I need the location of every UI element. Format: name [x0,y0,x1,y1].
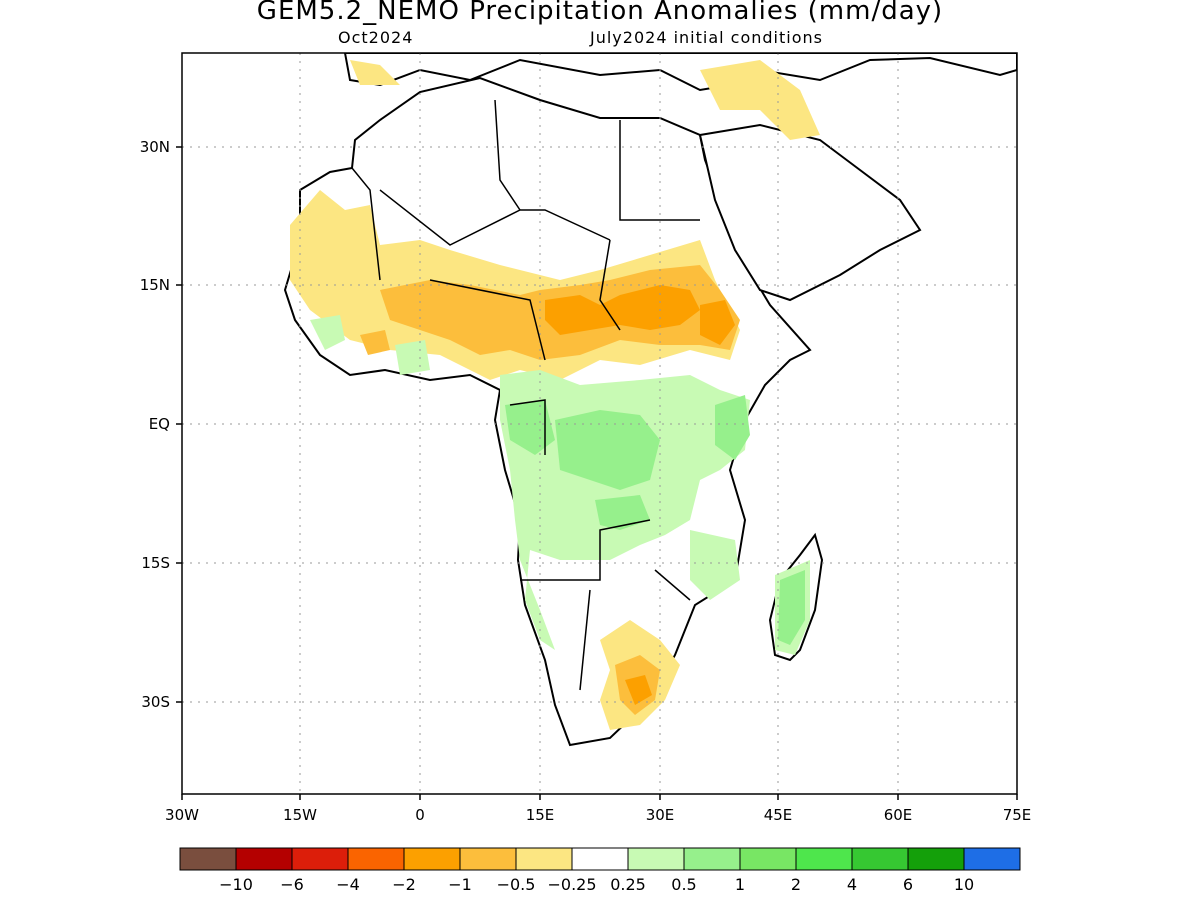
x-tick-label: 15E [526,806,555,824]
colorbar-swatch [907,847,965,871]
wet-anomaly-medium [505,395,805,645]
y-tick-label: 15N [140,276,170,294]
colorbar-label: 2 [791,875,801,894]
colorbar-label: 6 [903,875,913,894]
country-borders [351,99,700,691]
colorbar-label: −10 [219,875,253,894]
y-axis-labels: 30N 15N EQ 15S 30S [140,138,170,711]
x-axis-labels: 30W 15W 0 15E 30E 45E 60E 75E [165,806,1031,824]
x-tick-label: 30E [646,806,675,824]
colorbar-swatch [179,847,237,871]
dry-anomaly-strong [545,285,735,705]
colorbar-swatch [627,847,685,871]
colorbar-swatch [795,847,853,871]
x-tick-label: 15W [283,806,317,824]
colorbar-swatch [515,847,573,871]
colorbar-swatch [963,847,1021,871]
y-tick-label: 15S [141,554,170,572]
colorbar-swatch [347,847,405,871]
colorbar-label: −6 [280,875,304,894]
colorbar-swatch [235,847,293,871]
colorbar-label: −2 [392,875,416,894]
europe-coast [343,53,1017,92]
initial-conditions: July2024 initial conditions [590,28,823,47]
colorbar-label: 10 [954,875,974,894]
x-tick-label: 60E [884,806,913,824]
colorbar-label: 0.25 [610,875,646,894]
colorbar-label: −1 [448,875,472,894]
x-tick-label: 30W [165,806,199,824]
colorbar-label: −4 [336,875,360,894]
y-tick-label: 30N [140,138,170,156]
colorbar-swatch [571,847,629,871]
arabia-landmass [698,123,922,302]
colorbar-label: 4 [847,875,857,894]
y-tick-label: 30S [141,693,170,711]
colorbar-label: 0.5 [671,875,696,894]
y-tick-label: EQ [149,415,170,433]
colorbar-swatch [459,847,517,871]
colorbar-label: −0.5 [497,875,536,894]
axis-ticks [176,146,1018,800]
forecast-month: Oct2024 [338,28,414,47]
colorbar-label: −0.25 [547,875,596,894]
colorbar-swatch [851,847,909,871]
x-tick-label: 75E [1003,806,1032,824]
colorbar: −10 −6 −4 −2 −1 −0.5 −0.25 0.25 0.5 1 2 4 6 10 [179,847,1021,894]
chart-title: GEM5.2_NEMO Precipitation Anomalies (mm/… [256,0,944,26]
x-tick-label: 45E [764,806,793,824]
map-field [182,53,1017,794]
colorbar-label: 1 [735,875,745,894]
colorbar-swatch [291,847,349,871]
x-tick-label: 0 [415,806,425,824]
colorbar-swatch [403,847,461,871]
colorbar-swatch [683,847,741,871]
colorbar-swatch [739,847,797,871]
